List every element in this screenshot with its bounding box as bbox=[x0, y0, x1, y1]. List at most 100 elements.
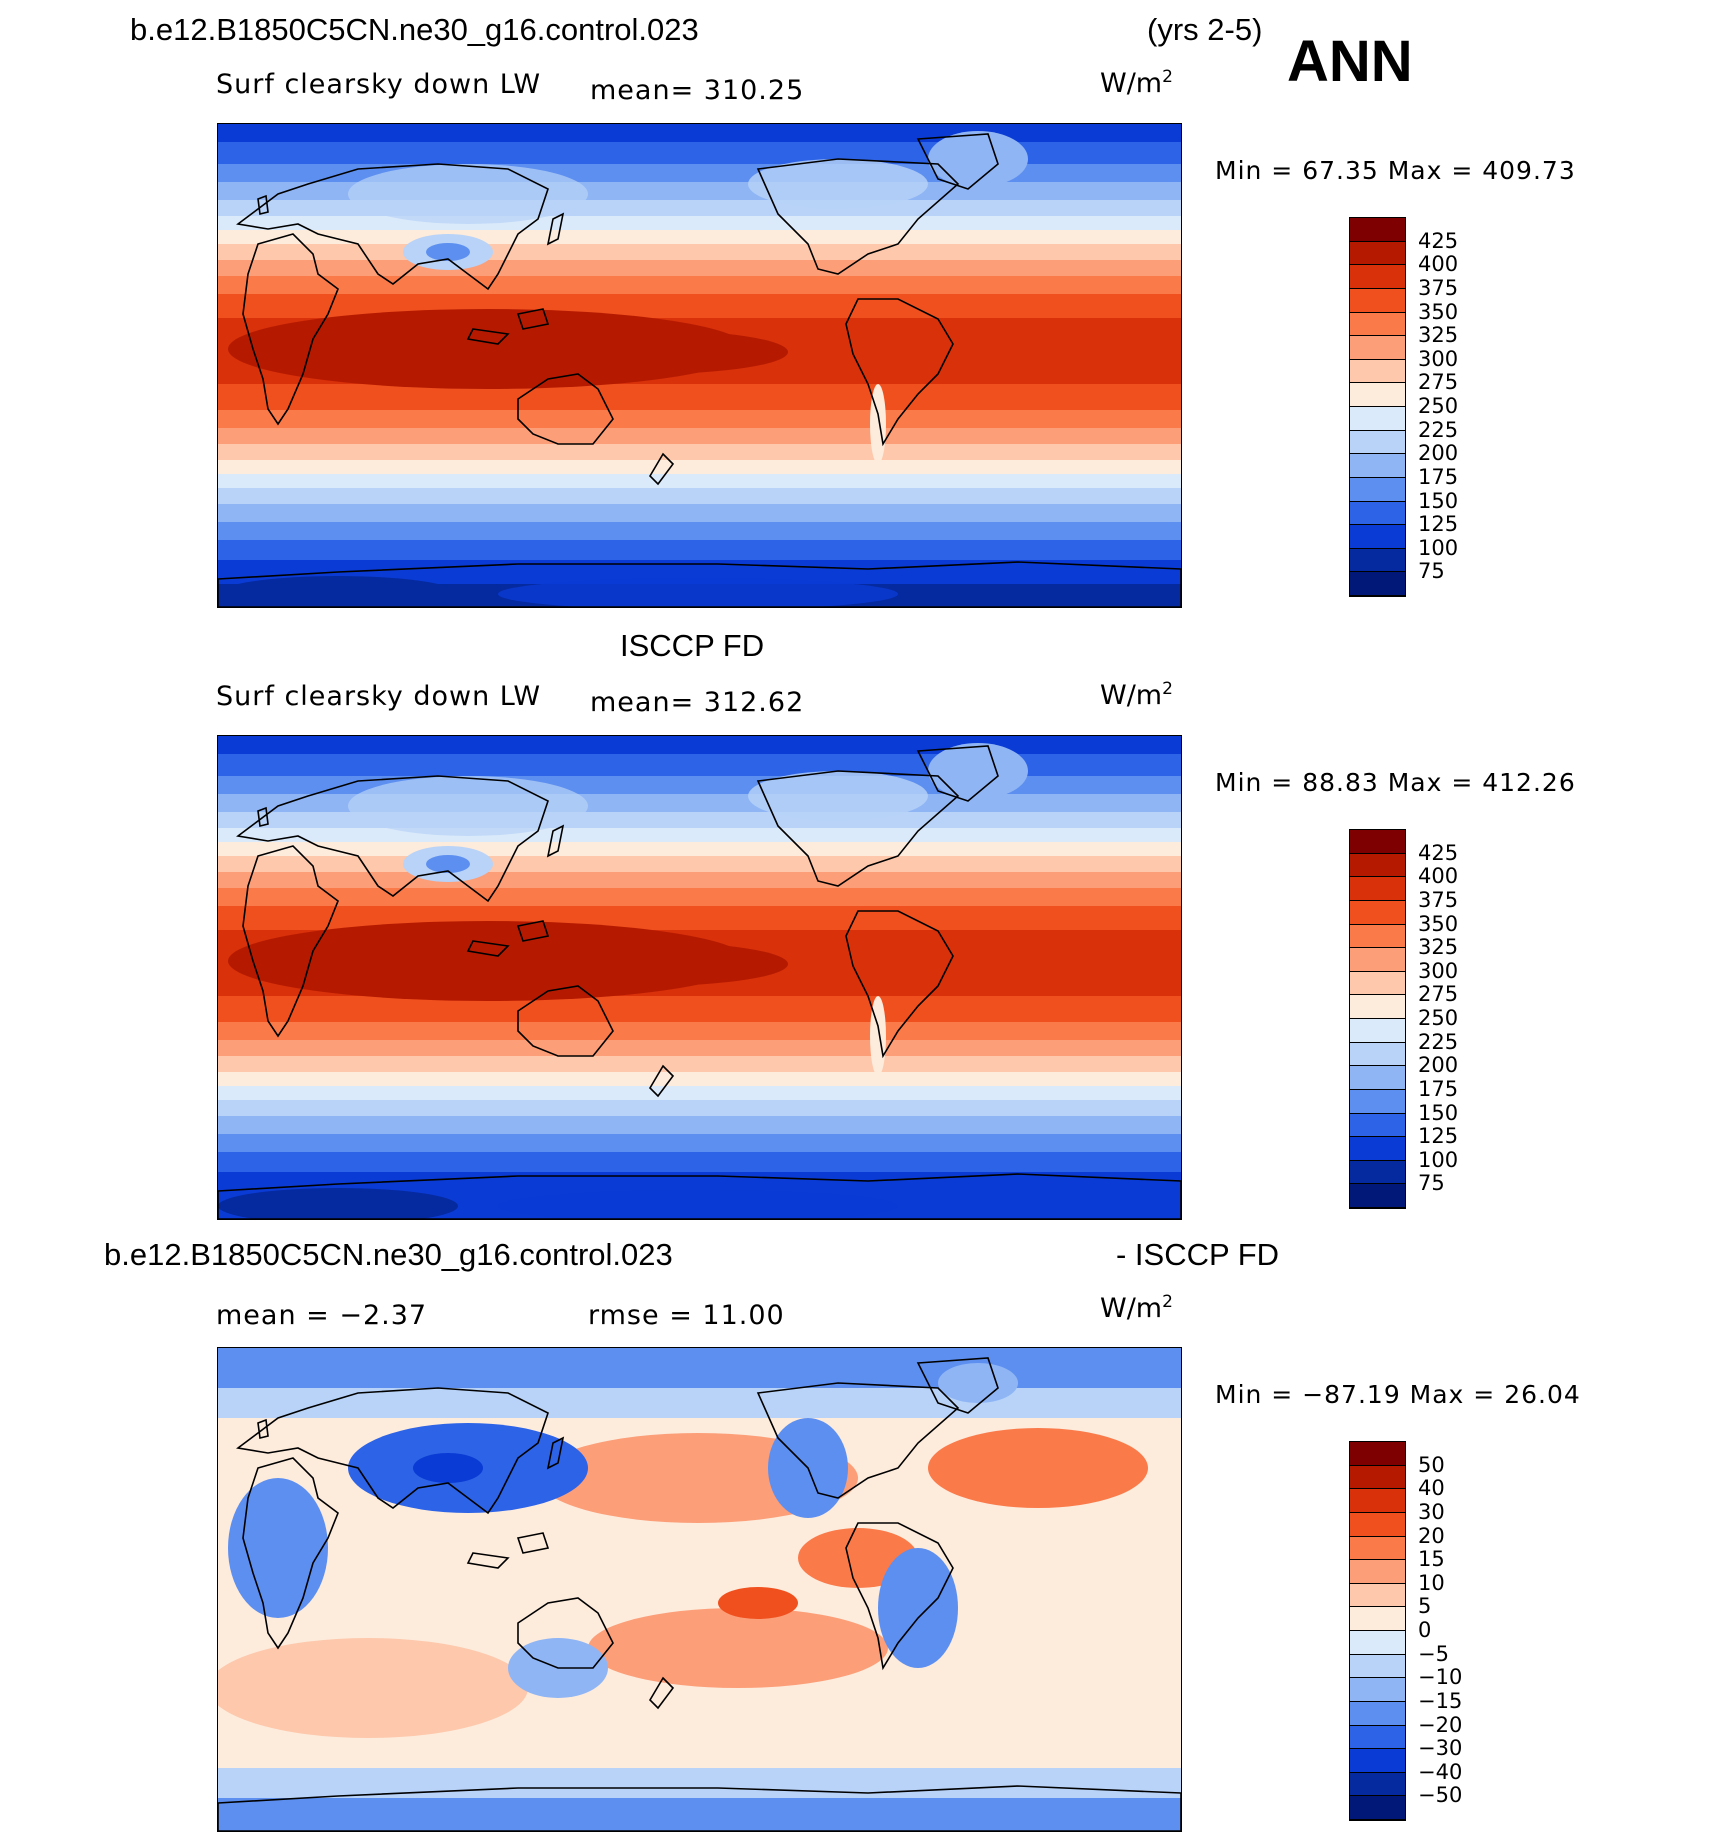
colorbar-tick-label: 75 bbox=[1418, 1171, 1445, 1196]
coastline bbox=[756, 1382, 960, 1499]
field-band bbox=[218, 444, 1181, 460]
colorbar-tick-label: −20 bbox=[1418, 1712, 1463, 1737]
colorbar-tick-label: 5 bbox=[1418, 1594, 1432, 1619]
field-blob bbox=[508, 330, 788, 374]
colorbar-tick-label: 250 bbox=[1418, 1006, 1459, 1030]
field-blob bbox=[426, 855, 470, 873]
colorbar-swatch bbox=[1350, 1160, 1405, 1185]
panel3-minmax: Min = −87.19 Max = 26.04 bbox=[1215, 1380, 1581, 1409]
coastline bbox=[242, 1457, 339, 1650]
season-label: ANN bbox=[1287, 29, 1413, 94]
coastline bbox=[546, 212, 565, 246]
colorbar-tick-label: 325 bbox=[1418, 935, 1459, 960]
colorbar-tick-label: 225 bbox=[1418, 1029, 1459, 1054]
coastline bbox=[242, 845, 339, 1038]
colorbar-swatch bbox=[1350, 1442, 1405, 1466]
colorbar-swatch bbox=[1350, 430, 1405, 455]
colorbar-swatch bbox=[1350, 383, 1405, 407]
field-blob bbox=[718, 1587, 798, 1619]
colorbar-tick-label: 250 bbox=[1418, 394, 1459, 418]
field-band bbox=[218, 776, 1181, 794]
coastline bbox=[546, 824, 565, 858]
field-band bbox=[218, 384, 1181, 410]
colorbar-swatch bbox=[1350, 1583, 1405, 1608]
field-band bbox=[218, 410, 1181, 428]
field-blob bbox=[938, 1363, 1018, 1403]
colorbar-tick-label: −10 bbox=[1418, 1665, 1463, 1690]
field-band bbox=[218, 260, 1181, 276]
colorbar-tick-label: 300 bbox=[1418, 958, 1459, 983]
colorbar-swatch bbox=[1350, 1725, 1405, 1750]
panel2-units: W/m2 bbox=[1100, 679, 1173, 711]
colorbar-tick-label: 175 bbox=[1418, 464, 1459, 489]
panel1-units: W/m2 bbox=[1100, 67, 1173, 99]
field-band bbox=[218, 1100, 1181, 1116]
field-blob bbox=[878, 1548, 958, 1668]
colorbar-swatch bbox=[1350, 288, 1405, 313]
field-band bbox=[218, 276, 1181, 294]
colorbar-tick-label: 0 bbox=[1418, 1618, 1432, 1642]
colorbar-swatch bbox=[1350, 265, 1405, 289]
panel3-title-left: b.e12.B1850C5CN.ne30_g16.control.023 bbox=[104, 1237, 673, 1272]
colorbar-tick-label: 125 bbox=[1418, 1124, 1459, 1149]
colorbar-swatch bbox=[1350, 1019, 1405, 1043]
field-band bbox=[218, 888, 1181, 906]
field-band bbox=[218, 1134, 1181, 1152]
field-band bbox=[218, 522, 1181, 540]
colorbar-tick-label: −40 bbox=[1418, 1759, 1463, 1784]
colorbar-tick-label: 225 bbox=[1418, 417, 1459, 442]
panel3-map bbox=[217, 1347, 1182, 1832]
panel3-units: W/m2 bbox=[1100, 1292, 1173, 1324]
colorbar-swatch bbox=[1350, 971, 1405, 996]
colorbar-tick-label: 150 bbox=[1418, 1100, 1459, 1125]
field-blob bbox=[218, 1188, 458, 1219]
colorbar-swatch bbox=[1350, 1654, 1405, 1679]
colorbar-tick-label: 275 bbox=[1418, 370, 1459, 395]
field-band bbox=[218, 230, 1181, 244]
panel1-field bbox=[218, 124, 1181, 607]
colorbar-swatch bbox=[1350, 1560, 1405, 1584]
colorbar-swatch bbox=[1350, 1042, 1405, 1067]
colorbar-tick-label: 125 bbox=[1418, 512, 1459, 537]
coastline bbox=[516, 920, 550, 942]
colorbar-tick-label: 375 bbox=[1418, 275, 1459, 300]
colorbar-swatch bbox=[1350, 1631, 1405, 1655]
colorbar-swatch bbox=[1350, 1489, 1405, 1513]
colorbar-swatch bbox=[1350, 900, 1405, 925]
field-band bbox=[218, 828, 1181, 842]
colorbar-swatch bbox=[1350, 241, 1405, 266]
field-blob bbox=[748, 159, 928, 209]
coastline bbox=[916, 133, 999, 190]
colorbar-swatch bbox=[1350, 1701, 1405, 1726]
field-band bbox=[218, 842, 1181, 856]
panel1-mean: mean= 310.25 bbox=[590, 75, 805, 106]
colorbar-swatch bbox=[1350, 1512, 1405, 1537]
field-band bbox=[218, 1388, 1181, 1418]
colorbar-tick-label: 275 bbox=[1418, 982, 1459, 1007]
colorbar-tick-label: 400 bbox=[1418, 252, 1459, 277]
field-band bbox=[218, 996, 1181, 1022]
field-blob bbox=[498, 1190, 898, 1219]
colorbar-swatch bbox=[1350, 853, 1405, 878]
field-band bbox=[218, 872, 1181, 888]
field-band bbox=[218, 736, 1181, 754]
field-blob bbox=[426, 243, 470, 261]
coastline bbox=[845, 1522, 954, 1671]
colorbar-swatch bbox=[1350, 830, 1405, 854]
coastline bbox=[236, 163, 549, 291]
field-blob bbox=[348, 164, 588, 224]
field-band bbox=[218, 1022, 1181, 1040]
field-blob bbox=[588, 1608, 888, 1688]
panel3-title-right: - ISCCP FD bbox=[1116, 1237, 1280, 1272]
coastline bbox=[517, 373, 614, 445]
field-blob bbox=[218, 576, 458, 607]
colorbar-tick-label: −50 bbox=[1418, 1783, 1463, 1808]
field-band bbox=[218, 1152, 1181, 1172]
field-band bbox=[218, 142, 1181, 164]
coastline bbox=[257, 1418, 269, 1439]
field-band bbox=[218, 1348, 1181, 1831]
coastline bbox=[648, 1064, 675, 1098]
colorbar-swatch bbox=[1350, 877, 1405, 901]
field-band bbox=[218, 540, 1181, 560]
colorbar-swatch bbox=[1350, 407, 1405, 431]
